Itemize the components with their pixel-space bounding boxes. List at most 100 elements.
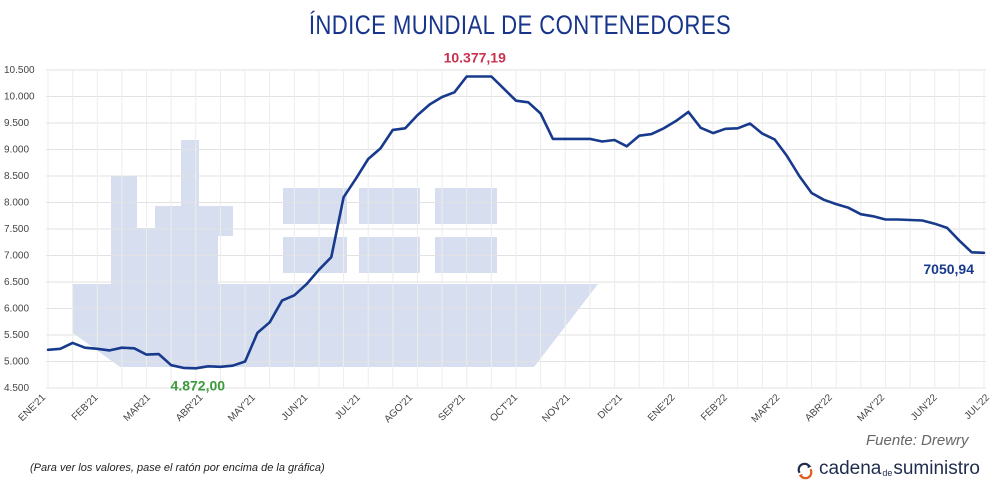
data-point[interactable] [253, 329, 261, 337]
data-point[interactable] [352, 175, 360, 183]
series-line[interactable] [46, 75, 986, 370]
y-tick-label: 6.500 [4, 277, 29, 288]
x-tick-label: SEP'21 [437, 392, 468, 423]
data-point[interactable] [943, 224, 951, 232]
data-point[interactable] [450, 88, 458, 96]
data-point[interactable] [216, 363, 224, 371]
data-point[interactable] [623, 142, 631, 150]
x-tick-label: ENE'21 [17, 392, 49, 424]
data-point[interactable] [266, 318, 274, 326]
data-point[interactable] [401, 124, 409, 132]
data-point[interactable] [44, 346, 52, 354]
data-point[interactable] [771, 135, 779, 143]
chart-title: ÍNDICE MUNDIAL DE CONTENEDORES [308, 10, 732, 40]
data-point[interactable] [204, 362, 212, 370]
data-point[interactable] [758, 130, 766, 138]
data-point[interactable] [721, 125, 729, 133]
data-point[interactable] [413, 111, 421, 119]
data-point[interactable] [795, 172, 803, 180]
data-point[interactable] [192, 364, 200, 372]
data-point[interactable] [931, 220, 939, 228]
data-point[interactable] [537, 109, 545, 117]
data-point[interactable] [611, 136, 619, 144]
data-point[interactable] [438, 93, 446, 101]
data-point[interactable] [106, 346, 114, 354]
data-point[interactable] [881, 215, 889, 223]
data-point[interactable] [143, 351, 151, 359]
x-tick-label: MAY'21 [226, 392, 258, 424]
data-point[interactable] [290, 291, 298, 299]
x-tick-label: JUL'21 [333, 392, 363, 422]
data-point[interactable] [734, 124, 742, 132]
data-point[interactable] [845, 204, 853, 212]
data-point[interactable] [660, 124, 668, 132]
data-point[interactable] [918, 217, 926, 225]
data-point[interactable] [869, 212, 877, 220]
data-point[interactable] [155, 350, 163, 358]
data-point[interactable] [586, 135, 594, 143]
x-tick-label: MAR'22 [750, 392, 783, 425]
data-point[interactable] [229, 362, 237, 370]
data-point[interactable] [598, 138, 606, 146]
y-tick-label: 6.000 [4, 304, 29, 315]
data-point[interactable] [69, 339, 77, 347]
data-point[interactable] [500, 85, 508, 93]
data-point[interactable] [783, 152, 791, 160]
data-point[interactable] [549, 135, 557, 143]
y-tick-label: 7.500 [4, 224, 29, 235]
data-point[interactable] [894, 215, 902, 223]
x-tick-label: JUN'21 [280, 392, 311, 423]
data-point[interactable] [364, 155, 372, 163]
data-point[interactable] [672, 117, 680, 125]
data-point[interactable] [389, 126, 397, 134]
cargo-ship-icon [73, 140, 598, 367]
data-point[interactable] [709, 129, 717, 137]
data-point[interactable] [635, 132, 643, 140]
data-point[interactable] [241, 358, 249, 366]
x-tick-label: DIC'21 [596, 392, 625, 421]
data-point[interactable] [697, 124, 705, 132]
data-point[interactable] [56, 345, 64, 353]
x-tick-label: AGO'21 [383, 392, 416, 425]
x-tick-label: ENE'22 [646, 392, 678, 424]
data-point[interactable] [93, 345, 101, 353]
data-point[interactable] [512, 97, 520, 105]
data-point[interactable] [315, 266, 323, 274]
data-point[interactable] [647, 130, 655, 138]
x-tick-label: FEB'21 [70, 392, 101, 423]
cycle-arrows-icon [797, 462, 813, 480]
brand-text-suministro: suministro [893, 458, 980, 479]
data-point[interactable] [475, 73, 483, 81]
data-point[interactable] [968, 248, 976, 256]
data-point[interactable] [167, 361, 175, 369]
data-point[interactable] [327, 253, 335, 261]
data-point[interactable] [463, 73, 471, 81]
data-point[interactable] [426, 100, 434, 108]
data-point[interactable] [130, 344, 138, 352]
data-point[interactable] [487, 73, 495, 81]
data-point[interactable] [906, 216, 914, 224]
data-point[interactable] [303, 280, 311, 288]
data-point[interactable] [808, 189, 816, 197]
data-point[interactable] [574, 135, 582, 143]
data-point[interactable] [118, 344, 126, 352]
data-point[interactable] [81, 344, 89, 352]
data-point[interactable] [684, 108, 692, 116]
x-tick-label: JUL'22 [963, 392, 993, 422]
data-point[interactable] [820, 196, 828, 204]
data-point[interactable] [377, 144, 385, 152]
data-point[interactable] [832, 200, 840, 208]
data-point[interactable] [857, 210, 865, 218]
x-tick-label: MAY'22 [855, 392, 887, 424]
y-tick-label: 9.500 [4, 118, 29, 129]
data-point[interactable] [561, 135, 569, 143]
y-tick-label: 10.500 [4, 65, 35, 76]
data-point[interactable] [955, 237, 963, 245]
data-point[interactable] [179, 364, 187, 372]
data-point[interactable] [278, 297, 286, 305]
data-point[interactable] [980, 249, 988, 257]
data-point[interactable] [524, 98, 532, 106]
data-point[interactable] [746, 120, 754, 128]
data-point[interactable] [340, 193, 348, 201]
